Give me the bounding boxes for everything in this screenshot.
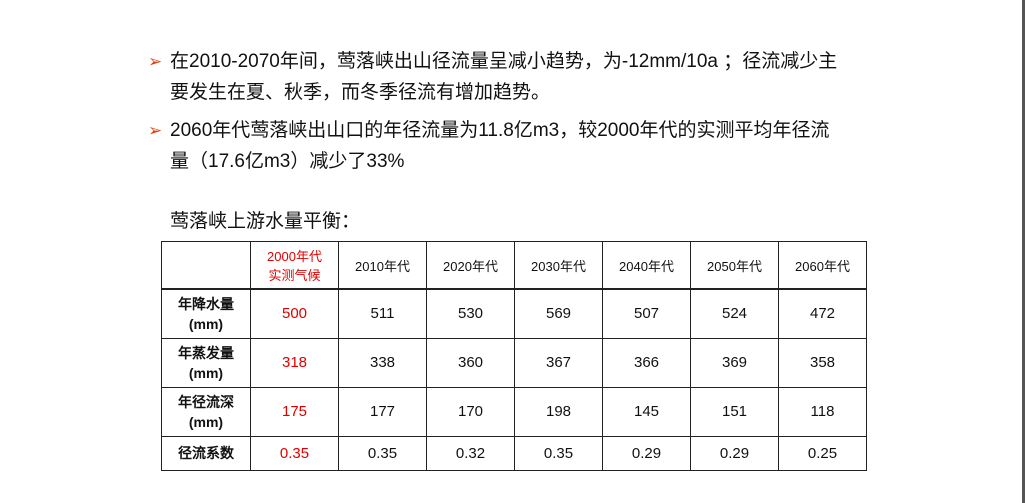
- cell-line: 2010年代: [355, 258, 410, 274]
- cell-line: (mm): [188, 364, 224, 381]
- value-cell: 524: [690, 288, 779, 339]
- table: 2000年代 实测气候 2010年代 2020年代 2030年代 2040年代 2050年代…: [161, 241, 867, 471]
- header-cell: 2010年代: [338, 241, 427, 290]
- value-cell: 145: [602, 386, 691, 437]
- value-cell: 366: [602, 337, 691, 388]
- value-cell: 177: [338, 386, 427, 437]
- value-cell: 511: [338, 288, 427, 339]
- bullet-text: 2060年代莺落峡出山口的年径流量为11.8亿m3，较2000年代的实测平均年径…: [170, 120, 830, 172]
- value-cell: 175: [250, 386, 339, 437]
- value-cell: 0.35: [338, 435, 427, 471]
- header-cell: 2020年代: [426, 241, 515, 290]
- header-cell: 2040年代: [602, 241, 691, 290]
- value-cell: 338: [338, 337, 427, 388]
- cell-line: (mm): [188, 315, 224, 332]
- value-cell: 0.32: [426, 435, 515, 471]
- value-cell: 0.29: [602, 435, 691, 471]
- table-row: 年蒸发量 (mm) 318 338 360 367 366 369 358: [161, 337, 867, 388]
- cell-line: 2020年代: [443, 258, 498, 274]
- cell-line: 年径流深: [178, 393, 234, 410]
- value-cell: 500: [250, 288, 339, 339]
- header-cell: 2000年代 实测气候: [250, 241, 339, 290]
- row-label: 年蒸发量 (mm): [161, 337, 251, 388]
- value-cell: 0.35: [514, 435, 603, 471]
- header-cell: 2030年代: [514, 241, 603, 290]
- value-cell: 118: [778, 386, 867, 437]
- cell-line: 2050年代: [707, 258, 762, 274]
- value-cell: 198: [514, 386, 603, 437]
- cell-line: 径流系数: [178, 445, 234, 461]
- value-cell: 360: [426, 337, 515, 388]
- value-cell: 472: [778, 288, 867, 339]
- value-cell: 0.25: [778, 435, 867, 471]
- value-cell: 569: [514, 288, 603, 339]
- cell-line: 2060年代: [795, 258, 850, 274]
- bullet-text: 在2010-2070年间，莺落峡出山径流量呈减小趋势，为-12mm/10a ；径…: [170, 51, 838, 103]
- value-cell: 369: [690, 337, 779, 388]
- value-cell: 0.29: [690, 435, 779, 471]
- cell-line: (mm): [188, 413, 224, 430]
- corner-cell: [161, 241, 251, 290]
- header-cell: 2050年代: [690, 241, 779, 290]
- value-cell: 358: [778, 337, 867, 388]
- cell-line: 2000年代: [267, 249, 322, 264]
- header-cell: 2060年代: [778, 241, 867, 290]
- cell-line: 年蒸发量: [178, 344, 234, 361]
- table-caption: 莺落峡上游水量平衡：: [170, 211, 361, 232]
- value-cell: 530: [426, 288, 515, 339]
- table-row: 年径流深 (mm) 175 177 170 198 145 151 118: [161, 386, 867, 437]
- bullet: ➢ 2060年代莺落峡出山口的年径流量为11.8亿m3，较2000年代的实测平均年…: [148, 115, 848, 177]
- value-cell: 367: [514, 337, 603, 388]
- row-label: 年降水量 (mm): [161, 288, 251, 339]
- value-cell: 151: [690, 386, 779, 437]
- value-cell: 0.35: [250, 435, 339, 471]
- table-row: 年降水量 (mm) 500 511 530 569 507 524 472: [161, 288, 867, 339]
- value-cell: 507: [602, 288, 691, 339]
- cell-line: 2030年代: [531, 258, 586, 274]
- cell-line: 实测气候: [268, 268, 321, 283]
- value-cell: 318: [250, 337, 339, 388]
- cell-line: 年降水量: [178, 295, 234, 312]
- table-row: 径流系数 0.35 0.35 0.32 0.35 0.29 0.29 0.25: [161, 435, 867, 471]
- row-label: 年径流深 (mm): [161, 386, 251, 437]
- cell-line: 2040年代: [619, 258, 674, 274]
- row-label: 径流系数: [161, 435, 251, 471]
- bullet: ➢ 在2010-2070年间，莺落峡出山径流量呈减小趋势，为-12mm/10a ；…: [148, 46, 848, 108]
- value-cell: 170: [426, 386, 515, 437]
